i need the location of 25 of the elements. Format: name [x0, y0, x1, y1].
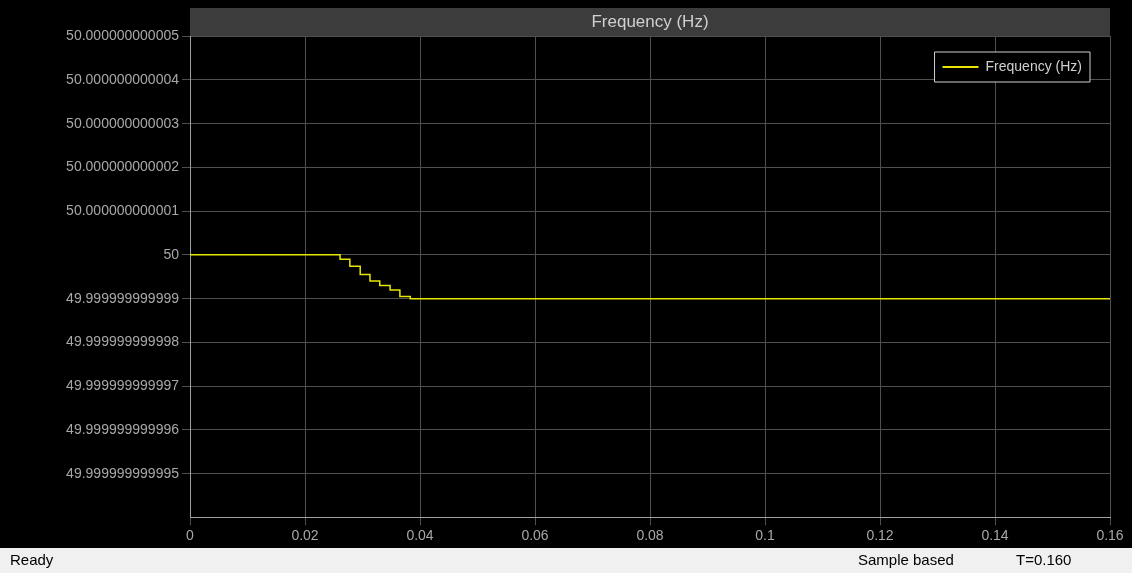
- y-tick-label: 49.999999999995: [66, 464, 180, 481]
- x-tick-label: 0.1: [755, 527, 775, 544]
- x-tick-label: 0.06: [521, 527, 549, 544]
- legend-label: Frequency (Hz): [985, 57, 1082, 74]
- y-tick-label: 49.999999999998: [66, 333, 180, 350]
- text: Sample based: [858, 551, 954, 568]
- y-tick-label: 50: [163, 245, 180, 262]
- x-tick-label: 0.16: [1096, 527, 1124, 544]
- x-tick-label: 0.02: [291, 527, 319, 544]
- y-tick-label: 50.000000000004: [66, 70, 180, 87]
- y-tick-label: 50.000000000002: [66, 158, 180, 175]
- text: T=0.160: [1016, 551, 1072, 568]
- x-tick-label: 0.04: [406, 527, 434, 544]
- y-tick-label: 49.999999999999: [66, 289, 180, 306]
- x-tick-label: 0.12: [866, 527, 894, 544]
- y-tick-label: 50.000000000001: [66, 201, 180, 218]
- y-tick-label: 50.000000000005: [66, 26, 180, 43]
- x-tick-label: 0.08: [636, 527, 664, 544]
- y-tick-label: 50.000000000003: [66, 114, 180, 131]
- chart-title: Frequency (Hz): [190, 8, 1110, 36]
- y-tick-label: 49.999999999997: [66, 376, 180, 393]
- text: Ready: [10, 551, 54, 568]
- x-tick-label: 0: [186, 527, 195, 544]
- y-tick-label: 49.999999999996: [66, 420, 180, 437]
- x-tick-label: 0.14: [981, 527, 1009, 544]
